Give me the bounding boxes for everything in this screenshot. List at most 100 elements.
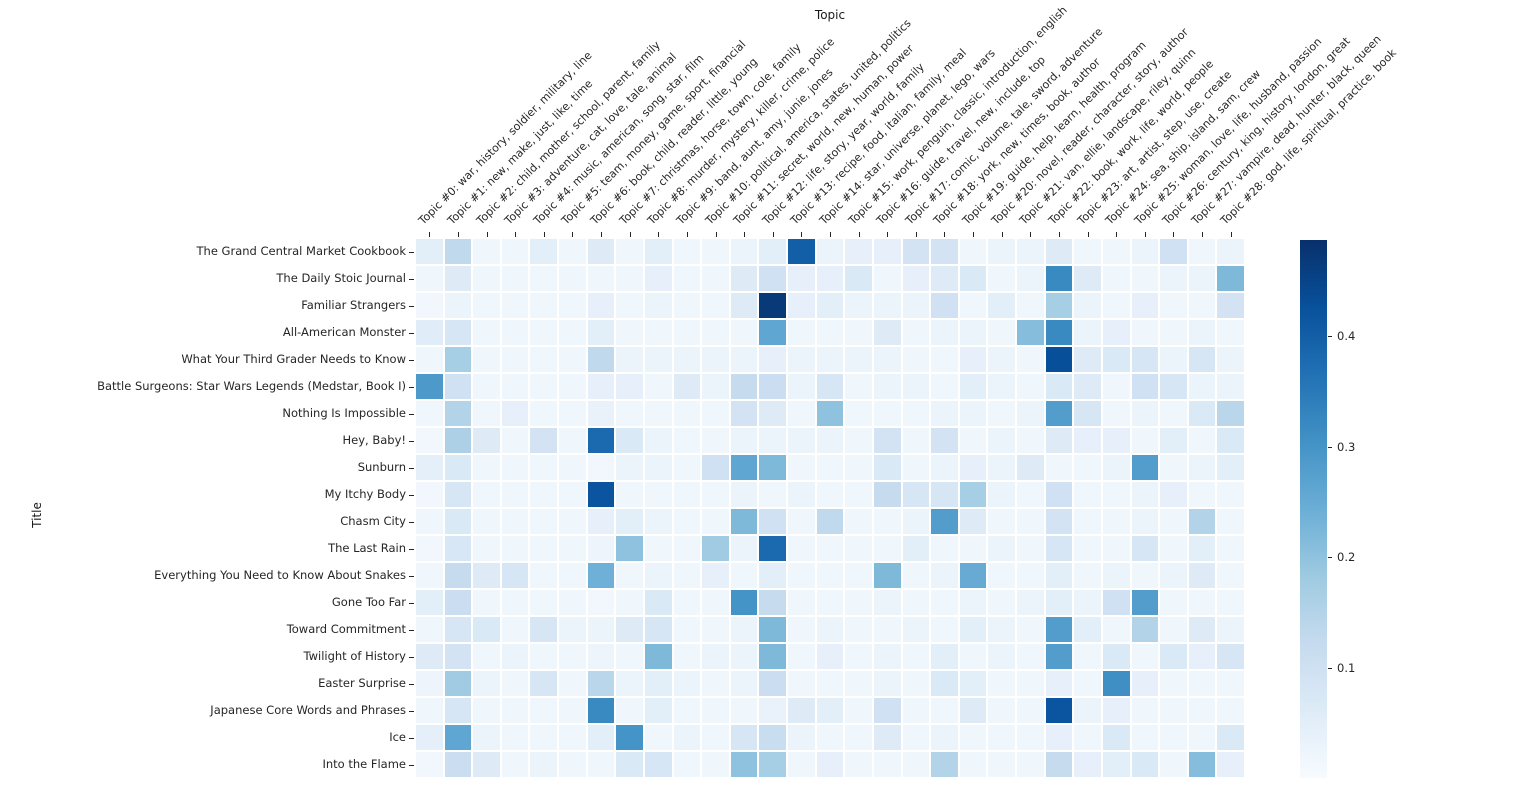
heatmap-cell bbox=[444, 752, 472, 777]
heatmap-cell bbox=[616, 617, 643, 642]
heatmap-cell bbox=[1188, 428, 1216, 453]
x-axis-tick bbox=[801, 232, 803, 237]
heatmap-cell bbox=[902, 563, 930, 588]
heatmap-cell bbox=[473, 617, 500, 642]
heatmap-cell bbox=[1217, 725, 1244, 750]
heatmap-cell bbox=[1045, 509, 1073, 534]
colorbar-tick bbox=[1328, 336, 1332, 338]
heatmap-cell bbox=[1188, 401, 1216, 426]
heatmap-cell bbox=[530, 266, 558, 291]
heatmap-cell bbox=[788, 266, 815, 291]
x-axis-tick bbox=[973, 232, 975, 237]
heatmap-cell bbox=[530, 752, 558, 777]
heatmap-cell bbox=[501, 617, 529, 642]
heatmap-cell bbox=[1045, 590, 1073, 615]
heatmap-cell bbox=[616, 536, 643, 561]
heatmap-cell bbox=[530, 563, 558, 588]
heatmap-cell bbox=[1131, 509, 1159, 534]
heatmap-cell bbox=[1102, 617, 1130, 642]
heatmap-cell bbox=[873, 725, 901, 750]
x-axis-tick bbox=[830, 232, 831, 237]
heatmap-cell bbox=[1074, 374, 1101, 399]
heatmap-cell bbox=[959, 428, 987, 453]
heatmap-cell bbox=[788, 725, 815, 750]
heatmap-cell bbox=[1017, 320, 1044, 345]
heatmap-cell bbox=[559, 590, 586, 615]
heatmap-cell bbox=[501, 509, 529, 534]
heatmap-cell bbox=[559, 266, 586, 291]
y-tick-label: All-American Monster bbox=[282, 325, 406, 339]
heatmap-cell bbox=[1131, 374, 1159, 399]
heatmap-cell bbox=[644, 455, 672, 480]
heatmap-cell bbox=[1131, 320, 1159, 345]
heatmap-cell bbox=[759, 239, 787, 264]
heatmap-cell bbox=[873, 698, 901, 723]
heatmap-cell bbox=[788, 482, 815, 507]
heatmap-cell bbox=[501, 320, 529, 345]
heatmap-cell bbox=[788, 320, 815, 345]
heatmap-cell bbox=[1102, 536, 1130, 561]
heatmap-cell bbox=[1188, 752, 1216, 777]
heatmap-cell bbox=[902, 293, 930, 318]
heatmap-cell bbox=[873, 482, 901, 507]
heatmap-cell bbox=[587, 752, 615, 777]
heatmap-cell bbox=[501, 266, 529, 291]
heatmap-cell bbox=[1102, 374, 1130, 399]
heatmap-cell bbox=[1160, 401, 1187, 426]
heatmap-cell bbox=[1188, 563, 1216, 588]
heatmap-cell bbox=[1160, 428, 1187, 453]
heatmap-cell bbox=[416, 698, 443, 723]
heatmap-cell bbox=[988, 563, 1016, 588]
heatmap-cell bbox=[1045, 455, 1073, 480]
heatmap-cell bbox=[959, 509, 987, 534]
heatmap-cell bbox=[730, 320, 758, 345]
heatmap-cell bbox=[1017, 563, 1044, 588]
heatmap-cell bbox=[1217, 617, 1244, 642]
heatmap-cell bbox=[1188, 374, 1216, 399]
heatmap-cell bbox=[902, 644, 930, 669]
heatmap-cell bbox=[644, 671, 672, 696]
heatmap-cell bbox=[1188, 698, 1216, 723]
heatmap-cell bbox=[1017, 239, 1044, 264]
heatmap-cell bbox=[845, 401, 872, 426]
heatmap-cell bbox=[444, 401, 472, 426]
y-axis-tick bbox=[409, 413, 414, 415]
x-axis-tick bbox=[772, 232, 774, 237]
heatmap-cell bbox=[673, 698, 701, 723]
heatmap-cell bbox=[788, 563, 815, 588]
heatmap-cell bbox=[1017, 266, 1044, 291]
heatmap-cell bbox=[673, 509, 701, 534]
heatmap-cell bbox=[559, 644, 586, 669]
x-axis-tick bbox=[457, 232, 459, 237]
heatmap-cell bbox=[1217, 428, 1244, 453]
heatmap-cell bbox=[673, 725, 701, 750]
heatmap-cell bbox=[1131, 401, 1159, 426]
heatmap-cell bbox=[759, 698, 787, 723]
heatmap-cell bbox=[845, 293, 872, 318]
heatmap-cell bbox=[702, 347, 729, 372]
heatmap-cell bbox=[988, 320, 1016, 345]
y-axis-tick bbox=[409, 521, 414, 523]
heatmap-cell bbox=[759, 455, 787, 480]
heatmap-cell bbox=[931, 293, 958, 318]
heatmap-cell bbox=[730, 509, 758, 534]
heatmap-cell bbox=[444, 293, 472, 318]
heatmap-cell bbox=[587, 698, 615, 723]
heatmap-cell bbox=[902, 455, 930, 480]
heatmap-cell bbox=[673, 752, 701, 777]
heatmap-cell bbox=[616, 725, 643, 750]
heatmap-cell bbox=[1074, 266, 1101, 291]
x-axis-tick bbox=[915, 232, 917, 237]
heatmap-cell bbox=[702, 455, 729, 480]
heatmap-cell bbox=[1160, 725, 1187, 750]
heatmap-cell bbox=[759, 428, 787, 453]
heatmap-cell bbox=[1188, 320, 1216, 345]
heatmap-cell bbox=[616, 509, 643, 534]
heatmap-cell bbox=[644, 563, 672, 588]
heatmap-cell bbox=[587, 536, 615, 561]
heatmap-cell bbox=[1102, 482, 1130, 507]
heatmap-cell bbox=[702, 725, 729, 750]
heatmap-cell bbox=[644, 374, 672, 399]
heatmap-cell bbox=[673, 482, 701, 507]
heatmap-cell bbox=[1160, 374, 1187, 399]
